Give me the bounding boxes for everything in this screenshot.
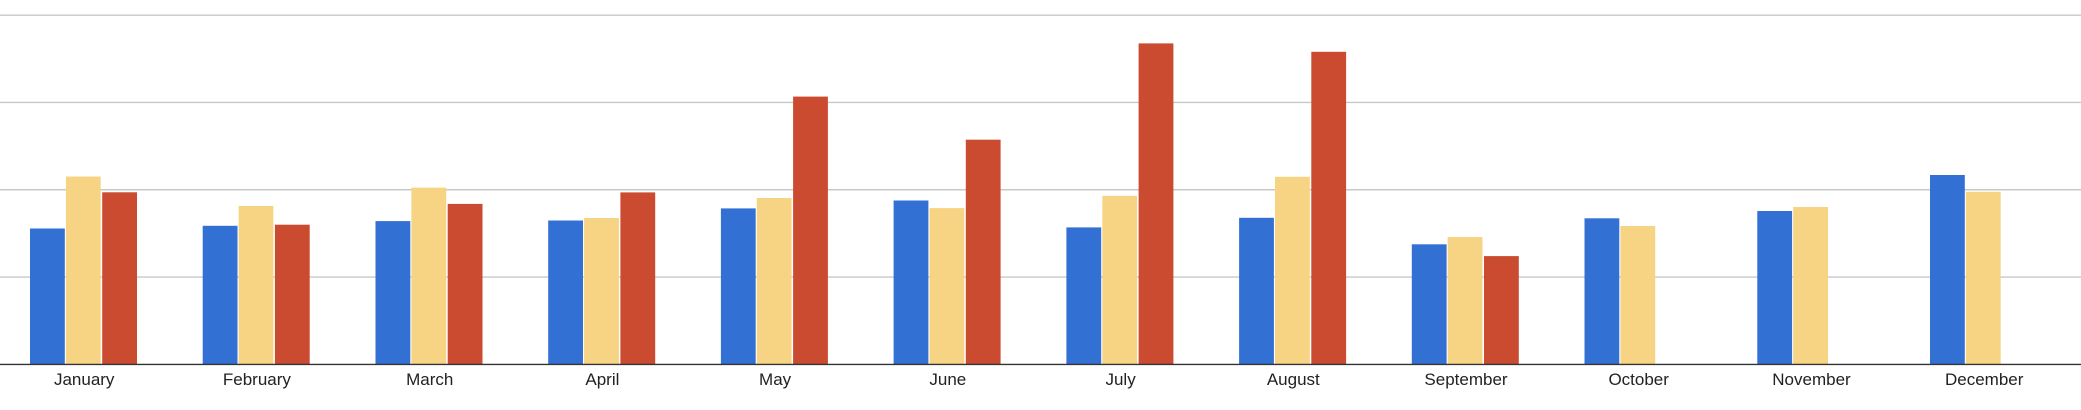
svg-text:May: May (759, 370, 792, 389)
svg-text:September: September (1424, 370, 1507, 389)
svg-text:December: December (1945, 370, 2024, 389)
svg-text:July: July (1105, 370, 1136, 389)
svg-text:January: January (54, 370, 115, 389)
svg-text:April: April (585, 370, 619, 389)
svg-text:February: February (223, 370, 292, 389)
svg-text:November: November (1772, 370, 1851, 389)
svg-text:March: March (406, 370, 453, 389)
svg-text:October: October (1608, 370, 1669, 389)
svg-text:June: June (929, 370, 966, 389)
svg-text:August: August (1267, 370, 1320, 389)
